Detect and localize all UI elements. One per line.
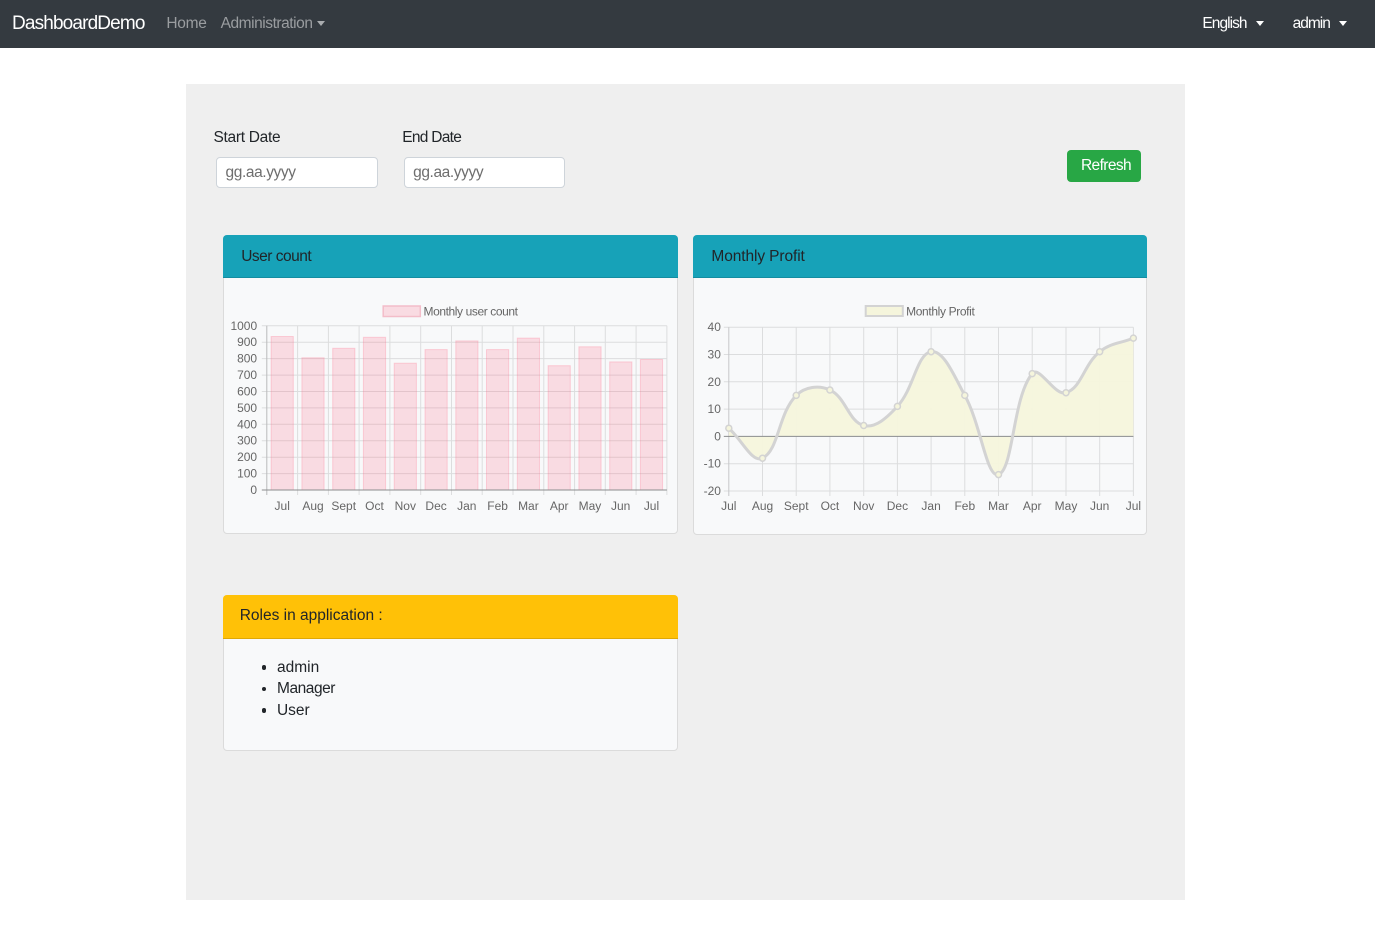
svg-text:800: 800 — [237, 351, 257, 365]
svg-text:May: May — [1055, 499, 1078, 513]
svg-text:40: 40 — [707, 320, 721, 334]
svg-text:Apr: Apr — [1023, 499, 1042, 513]
svg-text:100: 100 — [237, 466, 257, 480]
svg-text:Jan: Jan — [921, 499, 940, 513]
svg-text:600: 600 — [237, 384, 257, 398]
svg-text:Oct: Oct — [820, 499, 839, 513]
svg-text:Feb: Feb — [487, 499, 508, 513]
svg-text:Jul: Jul — [644, 499, 659, 513]
svg-text:300: 300 — [237, 433, 257, 447]
svg-text:May: May — [578, 499, 601, 513]
svg-text:Feb: Feb — [954, 499, 975, 513]
svg-text:Nov: Nov — [853, 499, 874, 513]
svg-text:Monthly Profit: Monthly Profit — [906, 304, 975, 318]
svg-text:20: 20 — [707, 375, 721, 389]
svg-text:Mar: Mar — [988, 499, 1009, 513]
svg-text:Jun: Jun — [1090, 499, 1109, 513]
svg-text:Jul: Jul — [274, 499, 289, 513]
svg-text:-20: -20 — [703, 484, 721, 498]
svg-text:Aug: Aug — [302, 499, 323, 513]
svg-text:Aug: Aug — [752, 499, 773, 513]
svg-text:Dec: Dec — [887, 499, 908, 513]
svg-text:Oct: Oct — [365, 499, 384, 513]
svg-text:-10: -10 — [703, 456, 721, 470]
svg-text:10: 10 — [707, 402, 721, 416]
svg-text:0: 0 — [250, 483, 257, 497]
svg-text:Sept: Sept — [331, 499, 356, 513]
svg-text:0: 0 — [714, 429, 721, 443]
svg-text:30: 30 — [707, 347, 721, 361]
svg-text:200: 200 — [237, 450, 257, 464]
svg-text:700: 700 — [237, 368, 257, 382]
svg-text:Nov: Nov — [394, 499, 415, 513]
svg-text:900: 900 — [237, 335, 257, 349]
svg-text:Dec: Dec — [425, 499, 446, 513]
svg-text:Monthly user count: Monthly user count — [423, 304, 518, 318]
svg-text:Sept: Sept — [784, 499, 809, 513]
svg-text:Apr: Apr — [550, 499, 569, 513]
svg-text:1000: 1000 — [230, 319, 257, 333]
svg-text:Jul: Jul — [1126, 499, 1141, 513]
svg-text:Jan: Jan — [457, 499, 476, 513]
svg-text:Jun: Jun — [611, 499, 630, 513]
svg-text:500: 500 — [237, 401, 257, 415]
svg-text:400: 400 — [237, 417, 257, 431]
svg-text:Jul: Jul — [721, 499, 736, 513]
svg-text:Mar: Mar — [518, 499, 539, 513]
